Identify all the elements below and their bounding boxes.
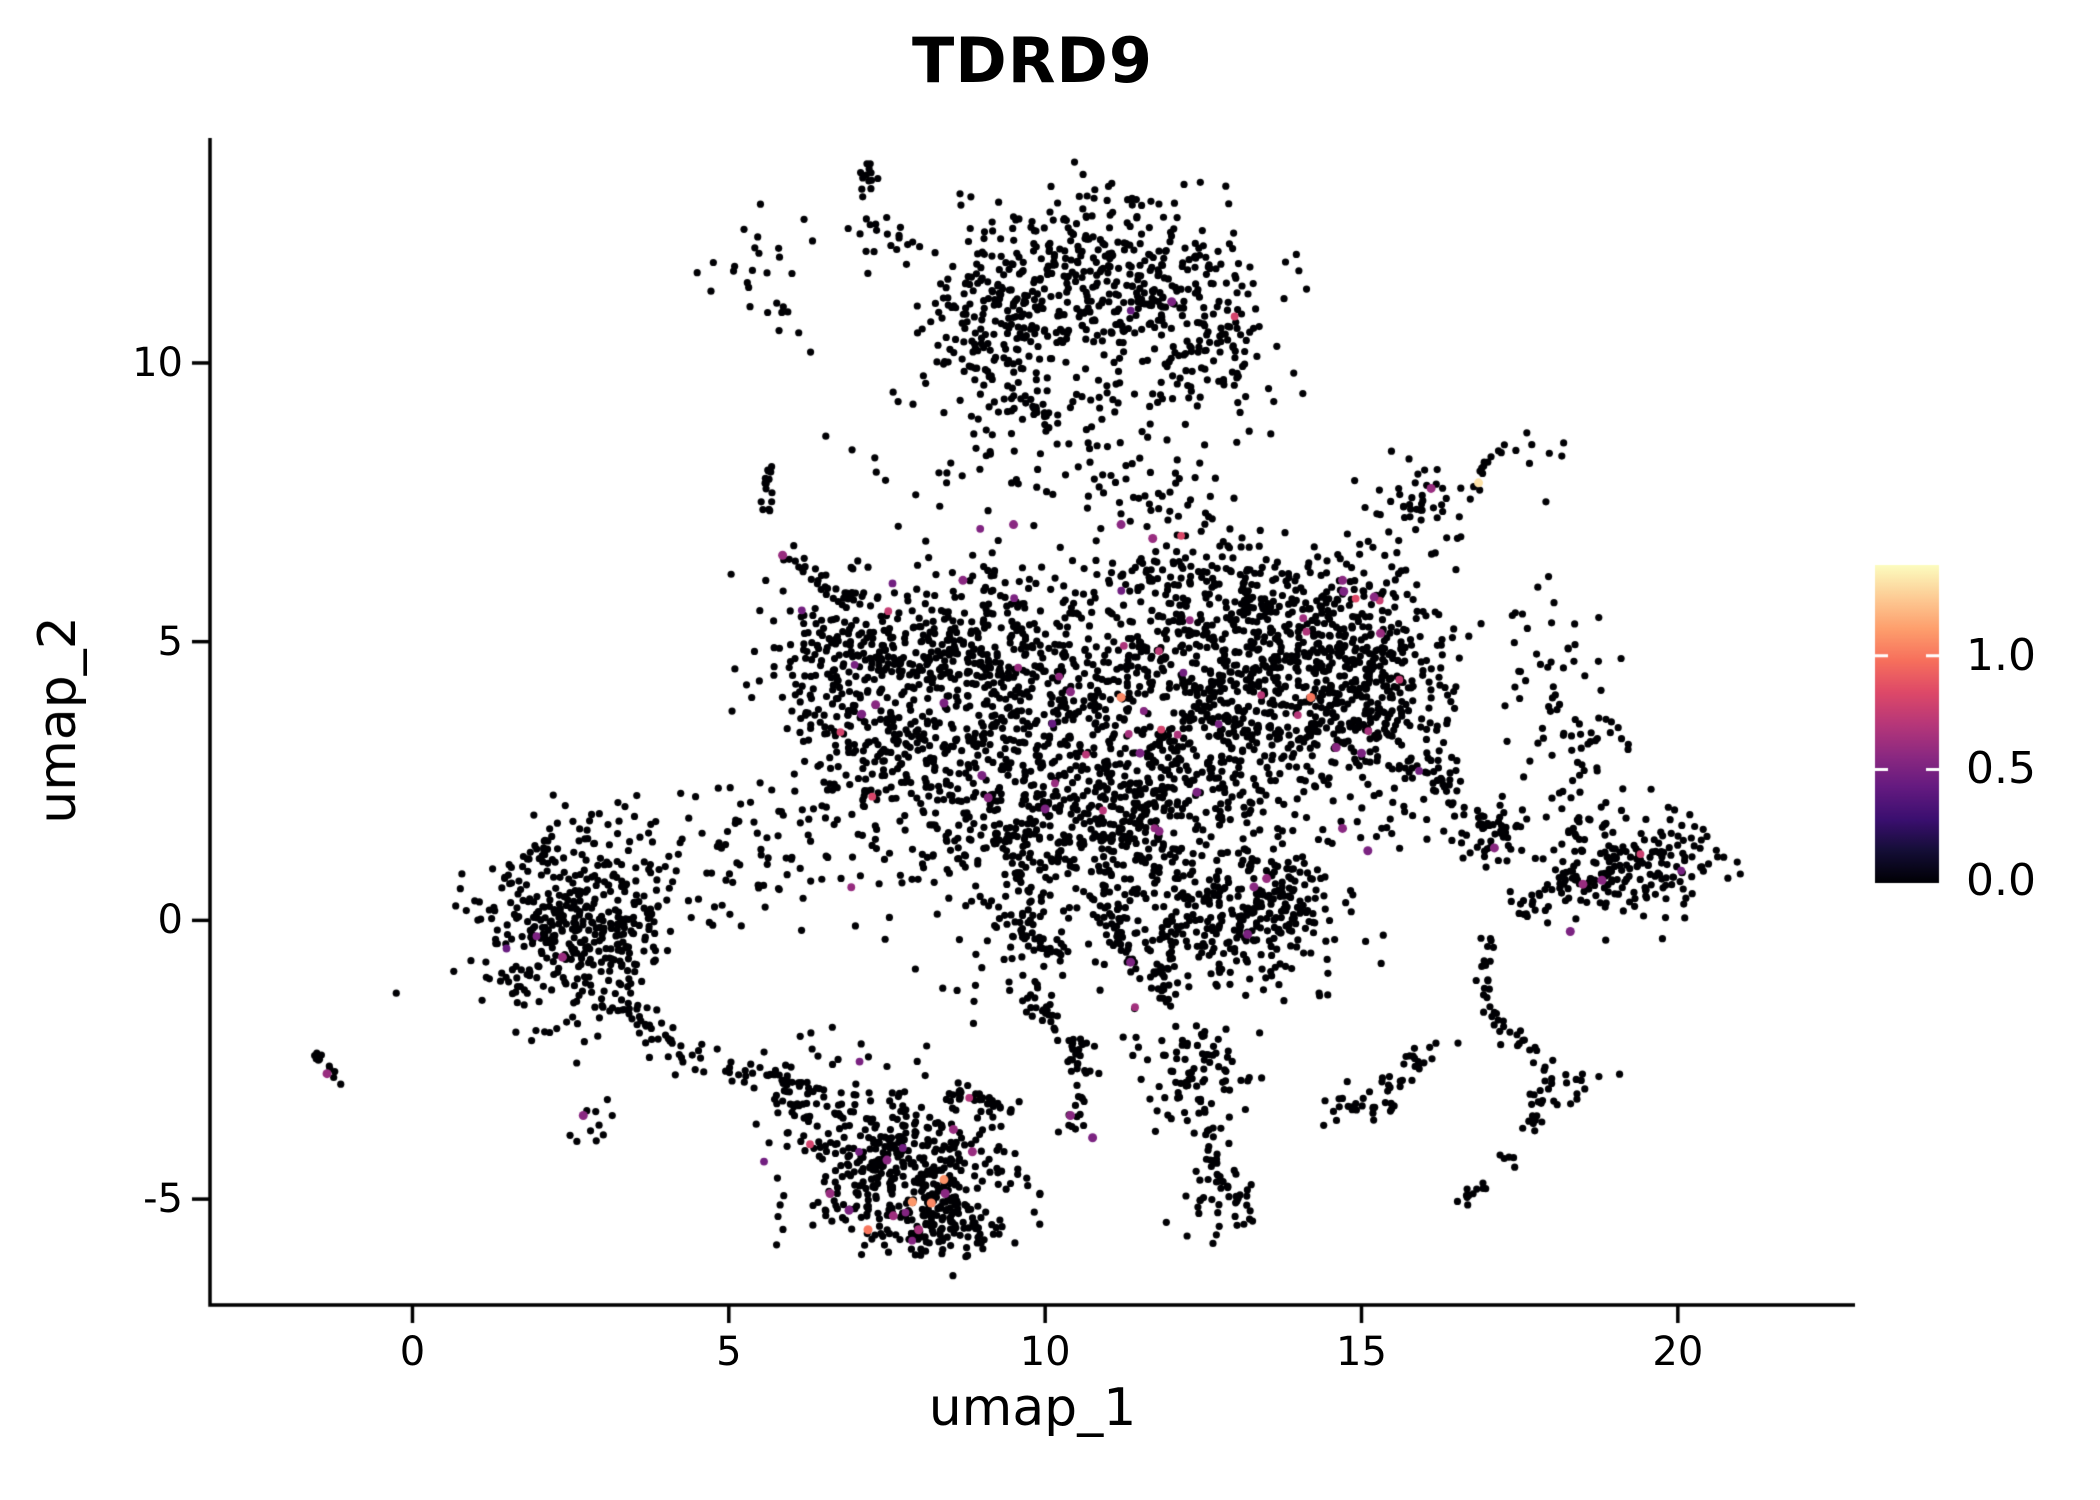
colorbar-tick-label-0.0: 0.0 — [1966, 855, 2036, 906]
y-tick-label-neg5: -5 — [143, 1176, 183, 1223]
colorbar-tick-label-1.0: 1.0 — [1966, 629, 2036, 681]
colorbar-tick-label-0.5: 0.5 — [1966, 743, 2036, 795]
x-tick-label-0: 0 — [399, 1329, 426, 1375]
x-tick-label-5: 5 — [716, 1329, 742, 1375]
x-tick-label-15: 15 — [1336, 1329, 1387, 1375]
y-tick-label-5: 5 — [157, 618, 183, 665]
x-tick-label-20: 20 — [1652, 1329, 1704, 1375]
y-axis-label: umap_2 — [28, 616, 88, 824]
y-tick-label-10: 10 — [132, 339, 183, 386]
x-axis-label: umap_1 — [928, 1378, 1137, 1438]
x-tick-label-10: 10 — [1019, 1329, 1071, 1375]
y-tick-label-0: 0 — [157, 897, 183, 944]
plot-title: TDRD9 — [911, 24, 1154, 97]
